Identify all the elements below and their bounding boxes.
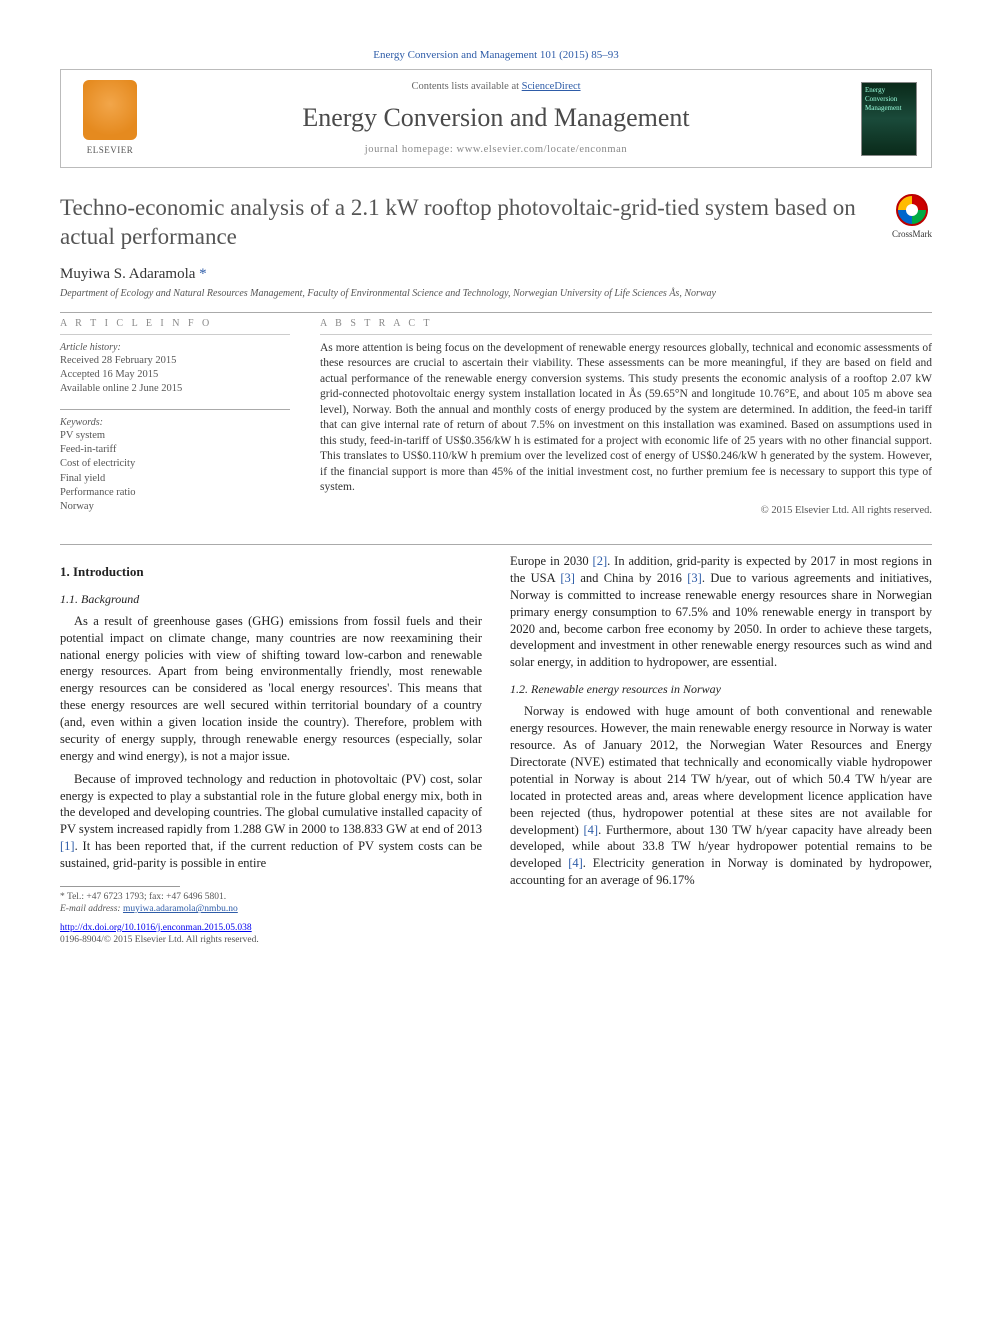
corresponding-marker[interactable]: * xyxy=(199,266,207,282)
contents-list-line: Contents lists available at ScienceDirec… xyxy=(145,80,847,94)
abstract-column: A B S T R A C T As more attention is bei… xyxy=(320,317,932,526)
email-link[interactable]: muyiwa.adaramola@nmbu.no xyxy=(123,904,238,914)
section-heading-1: 1. Introduction xyxy=(60,563,482,581)
divider xyxy=(60,409,290,410)
keyword: PV system xyxy=(60,429,290,443)
corresponding-footnote: * Tel.: +47 6723 1793; fax: +47 6496 580… xyxy=(60,891,482,903)
author-line: Muyiwa S. Adaramola * xyxy=(60,264,932,284)
citation-link[interactable]: [2] xyxy=(593,554,608,568)
keyword: Norway xyxy=(60,500,290,514)
author-name: Muyiwa S. Adaramola xyxy=(60,266,199,282)
keyword: Performance ratio xyxy=(60,486,290,500)
email-label: E-mail address: xyxy=(60,904,123,914)
history-received: Received 28 February 2015 xyxy=(60,354,290,368)
journal-homepage: journal homepage: www.elsevier.com/locat… xyxy=(145,143,847,157)
history-online: Available online 2 June 2015 xyxy=(60,382,290,396)
divider xyxy=(60,544,932,545)
abstract-copyright: © 2015 Elsevier Ltd. All rights reserved… xyxy=(320,504,932,518)
doi-link[interactable]: http://dx.doi.org/10.1016/j.enconman.201… xyxy=(60,923,252,933)
article-info-column: A R T I C L E I N F O Article history: R… xyxy=(60,317,290,526)
history-accepted: Accepted 16 May 2015 xyxy=(60,368,290,382)
citation-link[interactable]: [3] xyxy=(560,571,575,585)
email-footnote: E-mail address: muyiwa.adaramola@nmbu.no xyxy=(60,903,482,915)
divider xyxy=(60,312,932,313)
citation-link[interactable]: [1] xyxy=(60,839,75,853)
sciencedirect-link[interactable]: ScienceDirect xyxy=(522,81,581,92)
crossmark-label: CrossMark xyxy=(892,228,932,240)
elsevier-logo-icon xyxy=(83,80,137,140)
journal-cover-icon: Energy Conversion Management xyxy=(861,82,917,156)
footnote-rule xyxy=(60,886,180,887)
text-run: Because of improved technology and reduc… xyxy=(60,772,482,837)
body-two-column: 1. Introduction 1.1. Background As a res… xyxy=(60,553,932,947)
running-head: Energy Conversion and Management 101 (20… xyxy=(60,48,932,63)
issn-line: 0196-8904/© 2015 Elsevier Ltd. All right… xyxy=(60,934,482,947)
crossmark-badge[interactable]: CrossMark xyxy=(892,194,932,240)
text-run: . Due to various agreements and initiati… xyxy=(510,571,932,669)
abstract-text: As more attention is being focus on the … xyxy=(320,341,932,496)
abstract-heading: A B S T R A C T xyxy=(320,317,932,335)
citation-link[interactable]: [4] xyxy=(568,856,583,870)
citation-link[interactable]: [3] xyxy=(687,571,702,585)
paragraph: As a result of greenhouse gases (GHG) em… xyxy=(60,613,482,765)
crossmark-icon xyxy=(896,194,928,226)
keyword: Cost of electricity xyxy=(60,457,290,471)
keywords-label: Keywords: xyxy=(60,416,290,430)
history-label: Article history: xyxy=(60,341,290,355)
paragraph: Norway is endowed with huge amount of bo… xyxy=(510,703,932,889)
paragraph: Europe in 2030 [2]. In addition, grid-pa… xyxy=(510,553,932,671)
keyword: Feed-in-tariff xyxy=(60,443,290,457)
keyword: Final yield xyxy=(60,472,290,486)
contents-list-text: Contents lists available at xyxy=(411,81,521,92)
paragraph: Because of improved technology and reduc… xyxy=(60,771,482,872)
text-run: and China by 2016 xyxy=(575,571,687,585)
text-run: Norway is endowed with huge amount of bo… xyxy=(510,704,932,836)
subsection-heading-11: 1.1. Background xyxy=(60,591,482,607)
affiliation: Department of Ecology and Natural Resour… xyxy=(60,288,932,300)
journal-header: ELSEVIER Contents lists available at Sci… xyxy=(60,69,932,168)
publisher-label: ELSEVIER xyxy=(87,144,134,156)
text-run: Europe in 2030 xyxy=(510,554,593,568)
article-title: Techno-economic analysis of a 2.1 kW roo… xyxy=(60,194,872,252)
article-info-heading: A R T I C L E I N F O xyxy=(60,317,290,335)
subsection-heading-12: 1.2. Renewable energy resources in Norwa… xyxy=(510,681,932,697)
citation-link[interactable]: [4] xyxy=(584,823,599,837)
text-run: . It has been reported that, if the curr… xyxy=(60,839,482,870)
journal-name: Energy Conversion and Management xyxy=(145,100,847,135)
